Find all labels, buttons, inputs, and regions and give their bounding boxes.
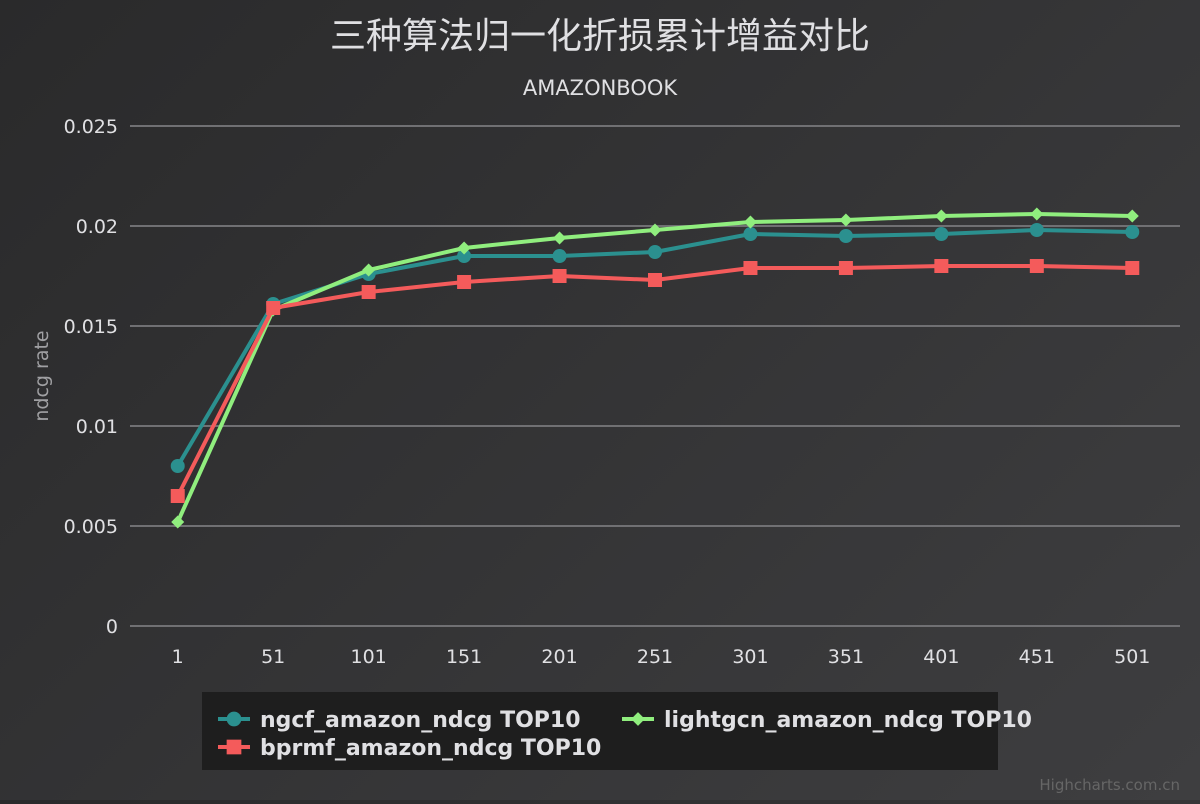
y-tick-label: 0	[106, 616, 118, 638]
data-point-square[interactable]	[266, 301, 280, 315]
chart-subtitle: AMAZONBOOK	[523, 76, 679, 100]
x-tick-label: 351	[828, 646, 864, 668]
x-tick-label: 101	[351, 646, 387, 668]
x-axis-ticks: 1 51 101 151 201 251 301 351 401 451 501	[172, 646, 1151, 668]
data-point-square[interactable]	[1030, 259, 1044, 273]
data-point-square[interactable]	[1125, 261, 1139, 275]
data-point-circle[interactable]	[743, 227, 757, 241]
data-point-diamond[interactable]	[553, 232, 566, 245]
legend-item[interactable]: bprmf_amazon_ndcg TOP10	[218, 736, 601, 761]
legend: ngcf_amazon_ndcg TOP10 lightgcn_amazon_nd…	[202, 692, 1032, 770]
data-point-square[interactable]	[934, 259, 948, 273]
data-point-diamond[interactable]	[935, 210, 948, 223]
y-axis-ticks: 0 0.005 0.01 0.015 0.02 0.025	[64, 116, 118, 638]
data-point-circle[interactable]	[648, 245, 662, 259]
x-tick-label: 301	[732, 646, 768, 668]
x-tick-label: 151	[446, 646, 482, 668]
data-point-circle[interactable]	[171, 459, 185, 473]
legend-label: lightgcn_amazon_ndcg TOP10	[664, 708, 1032, 733]
x-tick-label: 51	[261, 646, 285, 668]
data-point-diamond[interactable]	[839, 214, 852, 227]
data-point-square[interactable]	[839, 261, 853, 275]
data-point-square[interactable]	[648, 273, 662, 287]
data-point-square[interactable]	[362, 285, 376, 299]
series-plot-area	[171, 208, 1140, 529]
y-axis-title: ndcg rate	[31, 330, 53, 421]
data-point-circle[interactable]	[934, 227, 948, 241]
data-point-square[interactable]	[553, 269, 567, 283]
data-point-circle[interactable]	[1125, 225, 1139, 239]
data-point-square[interactable]	[171, 489, 185, 503]
data-point-square[interactable]	[743, 261, 757, 275]
data-point-circle[interactable]	[227, 712, 242, 727]
legend-label: bprmf_amazon_ndcg TOP10	[260, 736, 601, 761]
y-tick-label: 0.015	[64, 316, 118, 338]
series-line[interactable]	[178, 214, 1133, 522]
legend-item[interactable]: lightgcn_amazon_ndcg TOP10	[622, 708, 1032, 733]
x-tick-label: 501	[1114, 646, 1150, 668]
series-0	[171, 223, 1140, 473]
x-tick-label: 1	[172, 646, 184, 668]
x-tick-label: 251	[637, 646, 673, 668]
legend-label: ngcf_amazon_ndcg TOP10	[260, 708, 581, 733]
y-tick-label: 0.025	[64, 116, 118, 138]
series-line[interactable]	[178, 266, 1133, 496]
chart-title: 三种算法归一化折损累计增益对比	[330, 16, 870, 57]
grid-lines	[130, 126, 1180, 626]
data-point-circle[interactable]	[1030, 223, 1044, 237]
data-point-square[interactable]	[457, 275, 471, 289]
y-tick-label: 0.02	[76, 216, 118, 238]
credits-link[interactable]: Highcharts.com.cn	[1039, 776, 1180, 794]
x-tick-label: 401	[923, 646, 959, 668]
data-point-circle[interactable]	[839, 229, 853, 243]
data-point-diamond[interactable]	[1030, 208, 1043, 221]
legend-item[interactable]: ngcf_amazon_ndcg TOP10	[218, 708, 581, 733]
data-point-circle[interactable]	[553, 249, 567, 263]
series-2	[171, 259, 1140, 503]
x-tick-label: 451	[1019, 646, 1055, 668]
data-point-square[interactable]	[227, 740, 242, 755]
y-tick-label: 0.01	[76, 416, 118, 438]
y-tick-label: 0.005	[64, 516, 118, 538]
x-tick-label: 201	[541, 646, 577, 668]
data-point-diamond[interactable]	[1126, 210, 1139, 223]
